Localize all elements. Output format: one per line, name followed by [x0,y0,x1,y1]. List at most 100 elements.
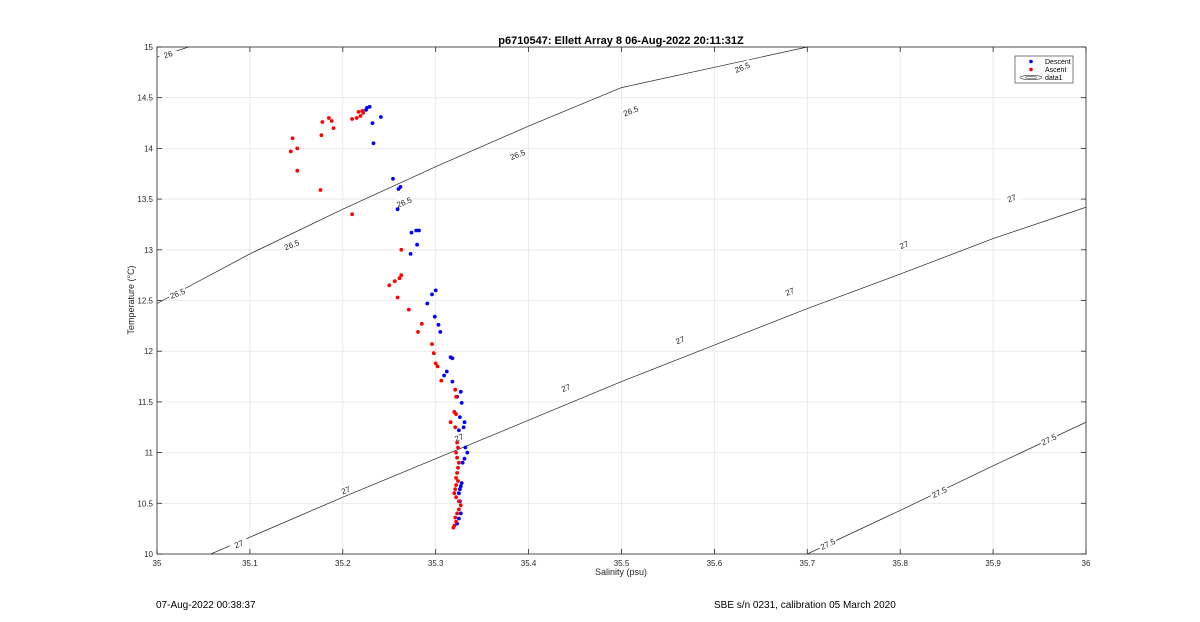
ascent-point [452,491,457,496]
ascent-point [453,387,458,392]
descent-point [430,292,434,297]
descent-point [395,207,400,212]
contour-label-bg [928,483,950,500]
contour-line-27 [210,206,1086,554]
x-tick-label: 35.8 [892,559,908,568]
ascent-point [455,440,459,445]
x-tick-label: 35.1 [242,559,258,568]
ascent-point [416,330,420,334]
y-tick-label: 13 [144,246,153,255]
descent-point [438,330,443,334]
descent-point [457,491,461,496]
y-tick-label: 12 [144,347,153,356]
ascent-point [455,511,459,516]
contour-label-bg [507,146,528,162]
ascent-point [295,146,300,151]
descent-point [409,230,414,235]
descent-point [364,108,368,112]
ascent-point [288,149,293,154]
ascent-point [392,279,397,284]
contour-label: 27 [233,538,245,550]
ascent-point [320,120,325,124]
y-tick-label: 11 [145,449,154,458]
ascent-point [454,476,458,480]
contour-label-bg [620,102,641,118]
ascent-point [358,114,363,118]
contour-label-bg [448,429,469,445]
ascent-point [454,495,458,500]
y-tick-label: 10 [144,550,153,559]
contour-label-group: 27 [555,379,576,395]
descent-point [450,379,455,384]
ascent-point [327,116,331,120]
legend-ascent-label: Ascent [1045,67,1066,74]
legend-descent-marker [1029,59,1033,64]
descent-point [458,487,462,491]
descent-point [432,314,437,319]
y-tick-label: 13.5 [137,195,153,204]
chart-title: p6710547: Ellett Array 8 06-Aug-2022 20:… [498,35,744,47]
contour-label: 27 [898,239,910,251]
ascent-point [387,283,392,288]
descent-point [391,176,395,181]
contour-label-bg [335,482,356,498]
x-tick-label: 35.3 [428,559,444,568]
contour-label-bg [817,535,838,552]
contour-label: 27 [1006,193,1018,205]
y-tick-label: 14 [144,144,153,153]
ascent-point [454,519,458,524]
ascent-point [448,420,453,425]
x-tick-label: 35 [153,559,162,568]
ascent-point [350,212,354,217]
contour-label: 27 [560,382,572,394]
ascent-point [399,273,404,277]
contour-label-group: 26 [158,47,178,61]
contour-label-group: 27 [228,535,249,551]
x-tick-label: 35.7 [800,559,816,568]
ascent-point [455,471,459,475]
contour-label-bg [732,59,753,75]
descent-point [433,288,438,293]
descent-point [436,322,441,327]
descent-point [459,401,464,405]
ascent-point [361,111,366,115]
y-tick-label: 15 [144,43,153,52]
descent-point [425,301,430,306]
contour-label-group: 27 [893,236,914,252]
ascent-point [458,503,463,508]
descent-point [459,481,464,485]
legend-box [1014,55,1074,84]
contour-label: 27 [453,432,465,444]
footer-calibration: SBE s/n 0231, calibration 05 March 2020 [714,600,896,611]
ascent-point [433,361,438,366]
descent-point [461,425,466,430]
descent-point [417,228,421,233]
ascent-point [457,460,461,465]
descent-point [458,415,462,419]
contour-label-group: 27 [1001,190,1022,206]
descent-point [460,460,465,465]
descent-point [370,121,375,125]
ascent-point [295,168,300,173]
ascent-point [329,119,334,123]
descent-point [444,369,449,374]
descent-point [415,242,419,247]
ascent-point [455,455,459,460]
x-tick-label: 35.6 [707,559,723,568]
descent-point [457,516,461,521]
legend-contour-icon-inner [1024,76,1038,79]
x-tick-label: 36 [1082,559,1091,568]
contour-label-bg [669,332,690,348]
contour-label: 27 [674,334,686,346]
ascent-point [318,188,323,192]
contour-label: 27 [340,485,352,497]
x-tick-label: 35.2 [335,559,351,568]
ascent-point [453,515,458,520]
contour-label-group: 27 [335,482,356,498]
descent-point [379,115,383,119]
descent-point [442,373,446,378]
ascent-point [350,117,354,121]
contour-label-bg [1001,190,1022,206]
x-tick-label: 35.4 [521,559,537,568]
ascent-point [354,116,359,120]
